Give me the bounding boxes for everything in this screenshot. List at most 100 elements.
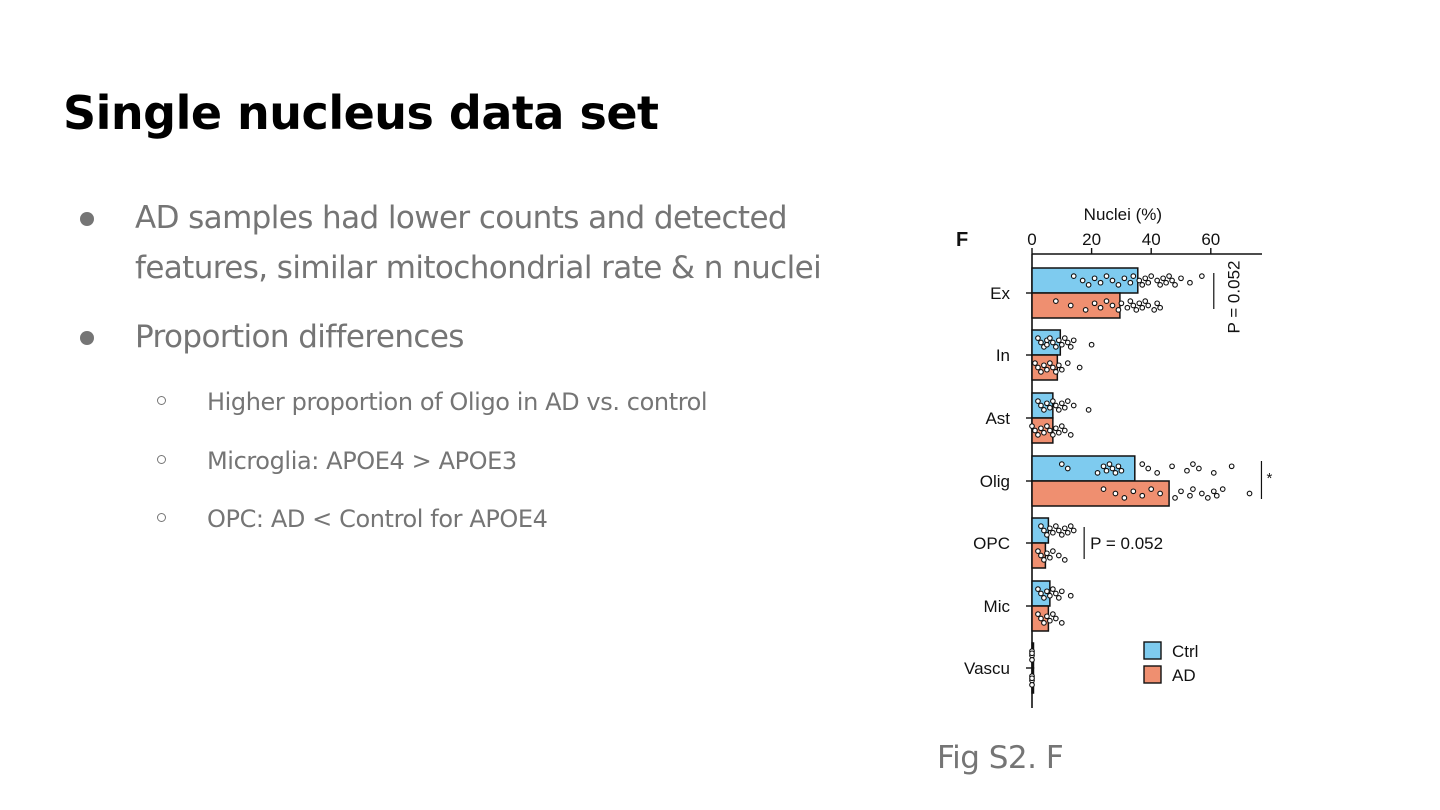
- bullet-text-line: Proportion differences: [135, 319, 464, 355]
- x-tick-label: 40: [1142, 230, 1161, 249]
- data-point: [1130, 302, 1137, 309]
- data-point: [1058, 423, 1065, 429]
- data-point: [1055, 362, 1062, 369]
- panel-label: F: [956, 229, 968, 251]
- data-point: [1076, 364, 1083, 371]
- legend-label: Ctrl: [1172, 642, 1198, 661]
- data-point: [1142, 298, 1149, 304]
- data-point: [1044, 588, 1050, 595]
- bar-ad-ex: [1031, 292, 1121, 319]
- data-point: [1047, 525, 1053, 532]
- data-point: [1210, 488, 1217, 495]
- data-point: [1145, 279, 1152, 286]
- category-label: Ex: [990, 284, 1010, 303]
- data-point: [1139, 304, 1146, 311]
- p-value-label: P = 0.052: [1225, 261, 1244, 334]
- data-point: [1139, 492, 1146, 499]
- data-point: [1044, 423, 1050, 429]
- data-point: [1163, 279, 1169, 286]
- bullet-circle-icon: [157, 396, 166, 405]
- data-point: [1050, 432, 1056, 438]
- data-point: [1061, 557, 1068, 563]
- data-point: [1044, 550, 1050, 557]
- data-point: [1052, 344, 1059, 350]
- data-point: [1029, 657, 1035, 663]
- data-point: [1070, 527, 1077, 534]
- data-point: [1029, 650, 1035, 657]
- x-tick-label: 60: [1201, 230, 1220, 249]
- data-point: [1058, 532, 1065, 538]
- legend-swatch-ctrl: [1143, 641, 1162, 660]
- bullet-text-line: AD samples had lower counts and detected: [135, 200, 788, 236]
- data-point: [1038, 369, 1044, 375]
- data-point: [1246, 490, 1253, 497]
- data-point: [1064, 398, 1071, 404]
- data-point: [1041, 527, 1047, 534]
- data-point: [1038, 402, 1044, 409]
- data-point: [1115, 282, 1122, 288]
- data-point: [1136, 277, 1143, 284]
- data-point: [1047, 554, 1053, 561]
- data-point: [1058, 461, 1065, 467]
- data-point: [1044, 532, 1050, 538]
- data-point: [1067, 302, 1074, 309]
- data-point: [1061, 427, 1068, 434]
- data-point: [1041, 620, 1047, 626]
- data-point: [1029, 675, 1035, 682]
- data-point: [1029, 682, 1035, 688]
- data-point: [1169, 463, 1175, 470]
- significance-star: *: [1266, 470, 1272, 487]
- data-point: [1052, 425, 1059, 432]
- data-point: [1157, 282, 1163, 288]
- data-point: [1058, 366, 1065, 373]
- data-point: [1118, 467, 1125, 474]
- bullet-dot-icon: [80, 331, 94, 345]
- data-point: [1044, 400, 1050, 407]
- data-point: [1228, 463, 1235, 470]
- data-point: [1154, 470, 1161, 476]
- data-point: [1148, 273, 1155, 279]
- data-point: [1035, 611, 1041, 617]
- category-label: Ast: [985, 409, 1010, 428]
- data-point: [1052, 369, 1059, 375]
- data-point: [1032, 427, 1038, 434]
- data-point: [1157, 304, 1163, 311]
- x-axis-label: Nuclei (%): [1084, 205, 1162, 224]
- data-point: [1032, 360, 1038, 366]
- data-point: [1082, 307, 1089, 313]
- data-point: [1052, 298, 1059, 304]
- data-point: [1109, 465, 1116, 472]
- data-point: [1055, 595, 1062, 601]
- data-point: [1061, 404, 1068, 411]
- data-point: [1041, 362, 1047, 369]
- data-point: [1061, 335, 1068, 341]
- data-point: [1166, 273, 1172, 279]
- data-point: [1058, 341, 1065, 348]
- data-point: [1112, 470, 1119, 476]
- data-point: [1029, 423, 1035, 429]
- data-point: [1178, 488, 1184, 495]
- data-point: [1118, 300, 1125, 307]
- nuclei-proportion-chart: F Nuclei (%) 0 20 40 60 Ex In Ast Olig OPC Mic Vascu…: [956, 205, 1272, 708]
- data-point: [1047, 592, 1053, 599]
- data-point: [1070, 273, 1077, 279]
- data-point: [1213, 492, 1220, 499]
- data-point: [1145, 465, 1152, 472]
- data-point: [1050, 611, 1056, 617]
- data-point: [1160, 275, 1166, 282]
- data-point: [1055, 337, 1062, 344]
- legend-label: AD: [1172, 666, 1196, 685]
- data-point: [1038, 552, 1044, 559]
- data-point: [1035, 364, 1041, 371]
- data-point: [1035, 398, 1041, 404]
- data-point: [1058, 400, 1065, 407]
- data-point: [1085, 407, 1092, 413]
- bullet-circle-icon: [157, 513, 166, 522]
- category-label: In: [996, 346, 1010, 365]
- data-point: [1154, 300, 1161, 307]
- data-point: [1109, 302, 1116, 309]
- data-point: [1041, 429, 1047, 436]
- data-point: [1148, 486, 1155, 492]
- data-point: [1139, 461, 1146, 467]
- data-point: [1154, 277, 1161, 284]
